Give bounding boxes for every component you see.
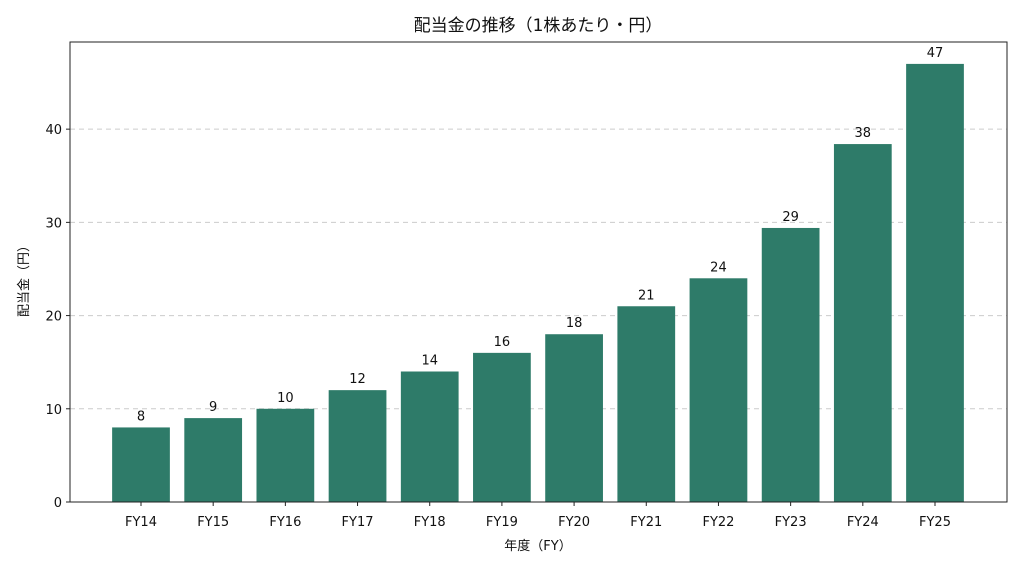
y-tick-label: 0 [54, 496, 62, 511]
x-tick-label: FY21 [630, 515, 662, 530]
y-axis-label: 配当金（円） [16, 239, 32, 317]
x-tick-label: FY22 [702, 515, 734, 530]
bar [256, 408, 315, 502]
x-tick-label: FY25 [919, 515, 951, 530]
x-tick-label: FY24 [847, 515, 879, 530]
x-tick-label: FY15 [197, 515, 229, 530]
bar [328, 390, 387, 502]
bar [545, 334, 603, 502]
bar-value-label: 9 [209, 400, 217, 415]
bar-value-label: 10 [277, 391, 294, 406]
bar-value-label: 14 [421, 354, 438, 369]
y-axis-ticks: 0 10 20 30 40 [45, 123, 70, 511]
bar [112, 427, 170, 502]
gridlines [70, 128, 1007, 410]
bar-value-label: 8 [137, 409, 145, 424]
x-axis-ticks: FY14 FY15 FY16 FY17 FY18 FY19 FY20 FY21 FY22 FY23… [125, 502, 951, 530]
x-tick-label: FY23 [775, 515, 807, 530]
x-axis-label: 年度（FY） [504, 538, 571, 554]
x-tick-label: FY17 [342, 515, 374, 530]
bar-value-label: 24 [710, 260, 727, 275]
bar-value-label: 18 [566, 316, 583, 331]
bar [184, 418, 243, 502]
x-tick-label: FY14 [125, 515, 157, 530]
bar-value-label: 21 [638, 288, 655, 303]
bar-value-label: 47 [927, 46, 944, 61]
bars [112, 63, 964, 503]
bar-value-label: 38 [855, 126, 872, 141]
bar-value-label: 16 [494, 335, 511, 350]
bar [617, 306, 676, 502]
x-tick-label: FY16 [269, 515, 301, 530]
bar [473, 352, 531, 502]
bar-value-label: 29 [782, 210, 799, 225]
y-tick-label: 10 [45, 403, 62, 418]
plot-frame [69, 41, 1008, 503]
bar [400, 371, 459, 502]
bar [833, 144, 892, 502]
bar-value-label: 12 [349, 372, 366, 387]
value-labels: 8 9 10 12 14 16 18 21 24 29 38 47 [137, 46, 943, 425]
y-tick-label: 30 [45, 216, 62, 231]
bar [761, 227, 820, 502]
y-tick-label: 20 [45, 310, 62, 325]
bar [906, 63, 964, 503]
y-tick-label: 40 [45, 123, 62, 138]
bar [689, 278, 748, 502]
x-tick-label: FY19 [486, 515, 518, 530]
x-tick-label: FY20 [558, 515, 590, 530]
chart-title: 配当金の推移（1株あたり・円） [414, 16, 663, 36]
x-tick-label: FY18 [414, 515, 446, 530]
